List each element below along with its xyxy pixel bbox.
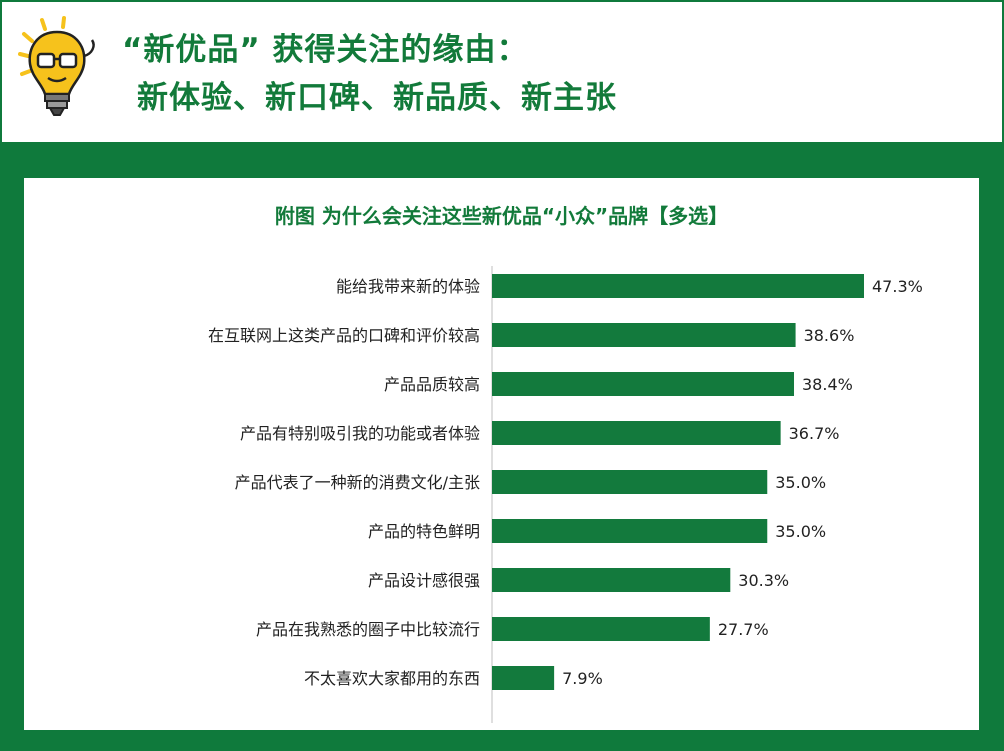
bar (492, 274, 864, 298)
value-label: 27.7% (718, 620, 769, 639)
chart-background-band: 附图 为什么会关注这些新优品“小众”品牌【多选】 能给我带来新的体验 47.3% 在… (2, 142, 1002, 749)
category-label: 产品设计感很强 (368, 571, 480, 590)
value-label: 35.0% (775, 522, 826, 541)
bar-chart: 能给我带来新的体验 47.3% 在互联网上这类产品的口碑和评价较高 38.6% 产品品质… (208, 266, 923, 723)
category-label: 产品的特色鲜明 (368, 522, 480, 541)
category-label: 不太喜欢大家都用的东西 (304, 669, 480, 688)
lightbulb-character-icon (18, 16, 95, 116)
value-label: 47.3% (872, 277, 923, 296)
category-label: 产品品质较高 (384, 375, 480, 394)
value-label: 7.9% (562, 669, 603, 688)
bar (492, 666, 555, 690)
chart-title: 附图 为什么会关注这些新优品“小众”品牌【多选】 (274, 204, 729, 228)
value-label: 38.4% (802, 375, 853, 394)
bar (492, 519, 768, 543)
category-label: 产品代表了一种新的消费文化/主张 (235, 473, 480, 492)
value-label: 38.6% (804, 326, 855, 345)
value-label: 35.0% (775, 473, 826, 492)
bar (492, 323, 796, 347)
bar (492, 421, 781, 445)
bar (492, 568, 731, 592)
page-title-line-2: 新体验、新口碑、新品质、新主张 (137, 80, 617, 116)
header: “新优品” 获得关注的缘由： 新体验、新口碑、新品质、新主张 (2, 2, 1002, 142)
category-label: 产品有特别吸引我的功能或者体验 (240, 424, 480, 443)
category-label: 产品在我熟悉的圈子中比较流行 (256, 620, 480, 639)
category-label: 能给我带来新的体验 (336, 277, 480, 296)
bar (492, 617, 710, 641)
page-title-line-1: “新优品” 获得关注的缘由： (122, 32, 529, 68)
bar (492, 372, 795, 396)
category-label: 在互联网上这类产品的口碑和评价较高 (208, 326, 480, 345)
value-label: 36.7% (789, 424, 840, 443)
bar (492, 470, 768, 494)
chart-panel: 附图 为什么会关注这些新优品“小众”品牌【多选】 能给我带来新的体验 47.3% 在… (24, 178, 979, 730)
value-label: 30.3% (738, 571, 789, 590)
